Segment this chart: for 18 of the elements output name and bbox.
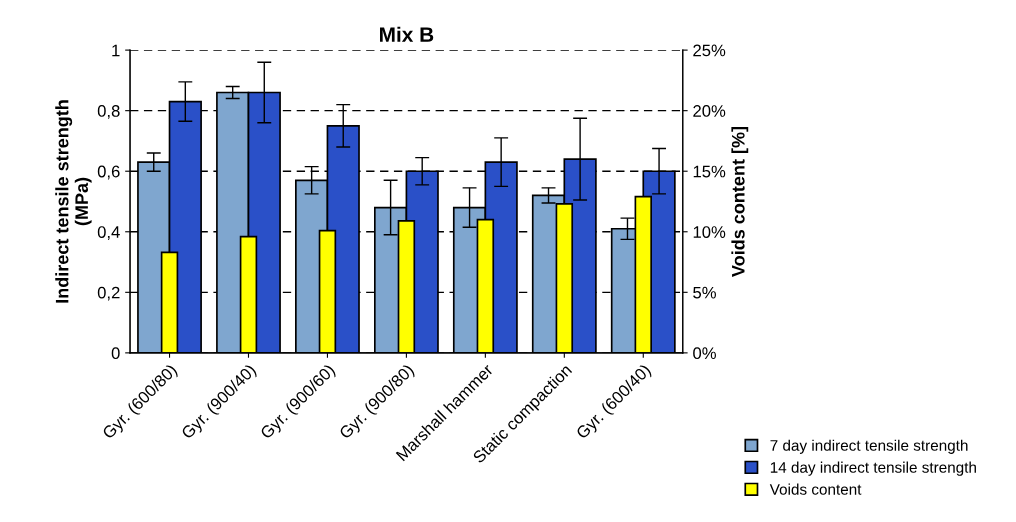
y2-tick-label: 5% [693,286,716,299]
y-tick-label: 0,4 [97,226,120,240]
legend-label: 7 day indirect tensile strength [770,439,968,454]
y-tick-label: 1 [112,44,120,57]
chart-title: Mix B [380,26,434,42]
y-tick-label: 0,2 [97,286,120,301]
legend-label: 14 day indirect tensile strength [770,461,976,476]
y2-tick-label: 20% [693,105,726,117]
y2-tick-label: 15% [693,165,726,178]
y2-tick-label: 0% [693,347,716,360]
y2-axis-title: Voids content [%] [731,126,749,277]
y-tick-label: 0 [111,347,120,360]
y-axis-title: Indirect tensile strength (MPa) [55,100,92,303]
y2-tick-label: 10% [693,226,726,238]
y-tick-label: 0,6 [97,165,120,180]
legend-label: Voids content [769,483,862,495]
y-tick-label: 0,8 [97,105,120,119]
y2-tick-label: 25% [693,44,726,57]
